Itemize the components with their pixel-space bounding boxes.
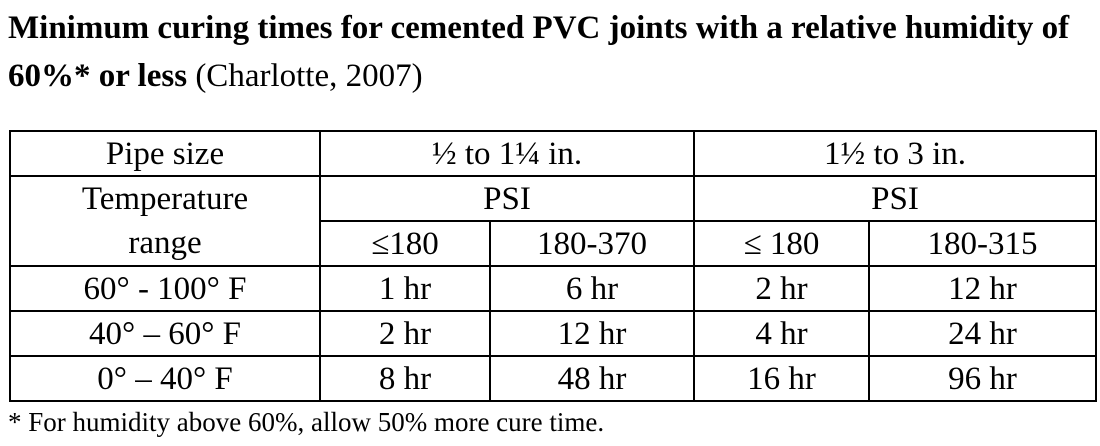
header-row-psi: Temperature PSI PSI xyxy=(9,175,1097,222)
temperature-label-bottom: range xyxy=(9,221,321,267)
size-group-small: ½ to 1¼ in. xyxy=(319,130,695,177)
size-group-large: 1½ to 3 in. xyxy=(693,130,1097,177)
psi-column-3: ≤ 180 xyxy=(693,220,870,267)
cure-time-cell: 2 hr xyxy=(319,310,491,357)
cure-time-cell: 16 hr xyxy=(693,355,870,402)
cure-time-cell: 8 hr xyxy=(319,355,491,402)
temperature-range-cell: 40° – 60° F xyxy=(9,310,321,357)
cure-time-cell: 2 hr xyxy=(693,265,870,312)
psi-label-large: PSI xyxy=(693,175,1097,222)
footnote: * For humidity above 60%, allow 50% more… xyxy=(8,407,605,437)
psi-column-2: 180-370 xyxy=(489,220,695,267)
table-row: 60° - 100° F 1 hr 6 hr 2 hr 12 hr xyxy=(9,265,1097,312)
cure-time-cell: 48 hr xyxy=(489,355,695,402)
cure-time-cell: 96 hr xyxy=(868,355,1097,402)
pipe-size-label: Pipe size xyxy=(9,130,321,177)
header-row-psi-values: range ≤180 180-370 ≤ 180 180-315 xyxy=(9,220,1097,267)
cure-time-cell: 12 hr xyxy=(868,265,1097,312)
cure-time-cell: 4 hr xyxy=(693,310,870,357)
cure-time-cell: 1 hr xyxy=(319,265,491,312)
title-text: Minimum curing times for cemented PVC jo… xyxy=(8,10,1070,94)
header-row-pipe-size: Pipe size ½ to 1¼ in. 1½ to 3 in. xyxy=(9,130,1097,177)
cure-time-cell: 24 hr xyxy=(868,310,1097,357)
temperature-label-top: Temperature xyxy=(9,175,321,221)
psi-column-4: 180-315 xyxy=(868,220,1097,267)
title-citation: (Charlotte, 2007) xyxy=(195,58,423,94)
cure-time-cell: 12 hr xyxy=(489,310,695,357)
table-title: Minimum curing times for cemented PVC jo… xyxy=(8,4,1088,100)
temperature-range-cell: 60° - 100° F xyxy=(9,265,321,312)
cure-time-cell: 6 hr xyxy=(489,265,695,312)
psi-label-small: PSI xyxy=(319,175,695,222)
psi-column-1: ≤180 xyxy=(319,220,491,267)
table-row: 0° – 40° F 8 hr 48 hr 16 hr 96 hr xyxy=(9,355,1097,402)
table-row: 40° – 60° F 2 hr 12 hr 4 hr 24 hr xyxy=(9,310,1097,357)
curing-times-table: Pipe size ½ to 1¼ in. 1½ to 3 in. Temper… xyxy=(9,130,1097,402)
temperature-range-cell: 0° – 40° F xyxy=(9,355,321,402)
